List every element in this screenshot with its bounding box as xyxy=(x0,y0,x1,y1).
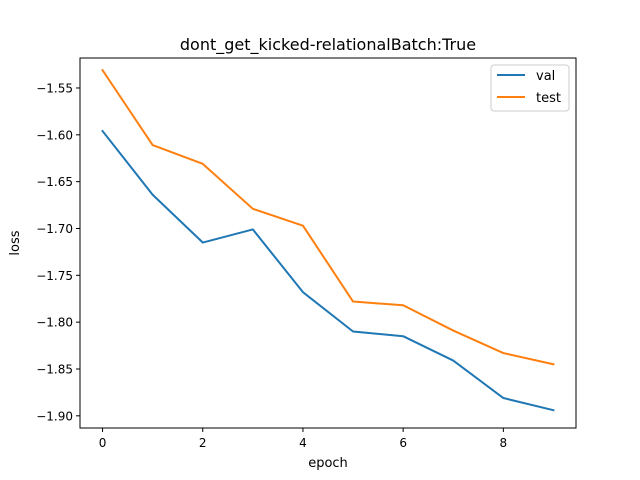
x-tick-label: 6 xyxy=(399,436,407,450)
y-tick-label: −1.60 xyxy=(36,128,73,142)
plot-area xyxy=(80,58,576,428)
x-axis: 0 2 4 6 8 xyxy=(99,428,507,450)
y-axis-title: loss xyxy=(8,230,23,255)
y-tick-label: −1.80 xyxy=(36,316,73,330)
x-tick-label: 8 xyxy=(500,436,508,450)
y-tick-label: −1.65 xyxy=(36,175,73,189)
x-tick-label: 0 xyxy=(99,436,107,450)
legend-label-val: val xyxy=(536,69,555,84)
y-tick-label: −1.70 xyxy=(36,222,73,236)
legend-label-test: test xyxy=(536,91,561,106)
y-tick-label: −1.90 xyxy=(36,409,73,423)
x-axis-title: epoch xyxy=(308,456,348,471)
x-tick-label: 2 xyxy=(199,436,207,450)
series-line-val xyxy=(101,129,555,412)
y-tick-label: −1.85 xyxy=(36,362,73,376)
plot-frame xyxy=(79,57,577,429)
x-tick-label: 4 xyxy=(299,436,307,450)
chart-title: dont_get_kicked-relationalBatch:True xyxy=(180,35,476,55)
y-tick-label: −1.75 xyxy=(36,269,73,283)
legend-box xyxy=(490,64,570,112)
series-layer xyxy=(101,68,555,412)
y-axis: −1.55 −1.60 −1.65 −1.70 −1.75 −1.80 −1.85 −1.90 xyxy=(36,81,80,423)
y-tick-label: −1.55 xyxy=(36,81,73,95)
legend: val test xyxy=(490,64,570,112)
series-line-test xyxy=(101,68,555,366)
